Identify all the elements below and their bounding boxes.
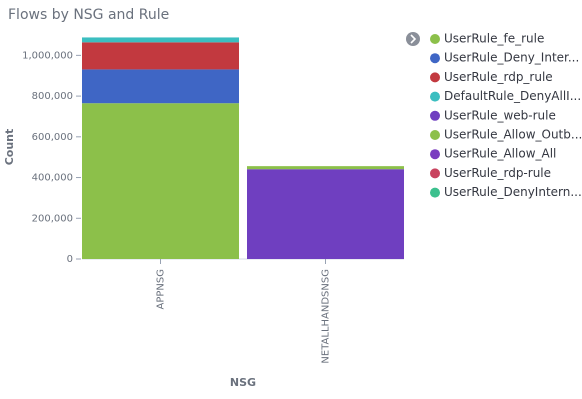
y-axis-label: Count: [3, 129, 16, 166]
x-axis-label: NSG: [230, 376, 256, 389]
y-tick-label: 400,000: [32, 173, 73, 184]
legend-swatch: [430, 130, 440, 140]
bar-segment: [82, 37, 239, 43]
y-tick-label: 1,000,000: [22, 50, 73, 61]
bar-segment: [82, 103, 239, 259]
legend-swatch: [430, 187, 440, 198]
legend-swatch: [430, 168, 440, 179]
legend-label[interactable]: UserRule_fe_rule: [444, 32, 544, 46]
legend-label[interactable]: UserRule_web-rule: [444, 108, 556, 122]
legend-label[interactable]: UserRule_Allow_All: [444, 147, 556, 161]
y-tick-label: 0: [67, 254, 73, 265]
x-tick-label: APPNSG: [156, 269, 167, 309]
legend-label[interactable]: DefaultRule_DenyAllI...: [444, 89, 581, 103]
legend-label[interactable]: UserRule_Allow_Outb...: [444, 128, 582, 142]
legend-label[interactable]: UserRule_Deny_Inter...: [444, 51, 579, 65]
y-tick-label: 800,000: [32, 91, 73, 102]
legend-label[interactable]: UserRule_rdp_rule: [444, 70, 553, 84]
legend-label[interactable]: UserRule_DenyIntern...: [444, 185, 582, 199]
legend-swatch: [430, 53, 440, 64]
chart-title: Flows by NSG and Rule: [8, 7, 169, 23]
y-tick-label: 200,000: [32, 213, 73, 224]
x-tick-label: NETALLHANDSNSG: [321, 269, 332, 364]
legend-swatch: [430, 110, 440, 121]
legend-swatch: [430, 72, 440, 83]
legend-toggle[interactable]: [406, 32, 420, 46]
legend-label[interactable]: UserRule_rdp-rule: [444, 166, 551, 180]
bar-segment: [82, 42, 239, 70]
legend-swatch: [430, 91, 440, 102]
y-tick-label: 600,000: [32, 132, 73, 143]
bar-segment: [247, 166, 404, 170]
legend-swatch: [430, 149, 440, 160]
legend-swatch: [430, 34, 440, 44]
bar-segment: [247, 169, 404, 259]
legend-toggle-icon: [410, 34, 417, 44]
bar-segment: [82, 69, 239, 104]
